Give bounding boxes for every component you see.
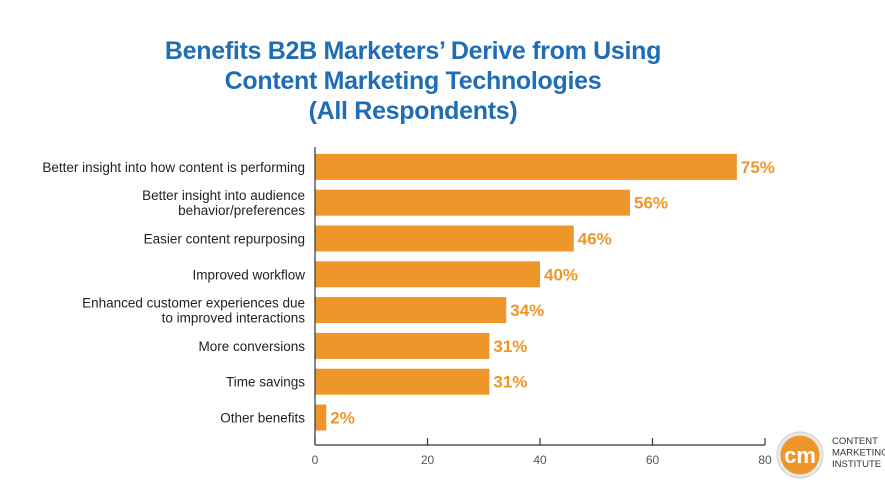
category-label: Better insight into how content is perfo… <box>42 160 305 175</box>
logo-text: CONTENT <box>832 436 878 447</box>
category-label: Better insight into audience <box>142 188 305 203</box>
category-label: Easier content repurposing <box>144 232 305 247</box>
logo-mark: cm <box>784 443 816 468</box>
x-tick-label: 80 <box>758 453 772 467</box>
title-line-2: Content Marketing Technologies <box>224 67 602 95</box>
bar <box>315 297 507 324</box>
data-label: 2% <box>330 409 355 428</box>
chart-title: Benefits B2B Marketers’ Derive from Usin… <box>0 36 826 126</box>
title-line-1: Benefits B2B Marketers’ Derive from Usin… <box>164 37 662 65</box>
category-label: Improved workflow <box>192 267 305 282</box>
bar <box>315 189 630 216</box>
x-tick-label: 60 <box>646 453 660 467</box>
data-label: 40% <box>544 265 578 284</box>
data-label: 31% <box>493 337 527 356</box>
data-label: 46% <box>578 230 612 249</box>
logo-text: MARKETING <box>832 448 885 459</box>
category-label: Time savings <box>226 375 305 390</box>
category-label: Other benefits <box>220 411 305 426</box>
bar <box>315 225 574 252</box>
data-label: 75% <box>741 158 775 177</box>
logo-circle <box>780 435 820 475</box>
data-label: 34% <box>510 301 544 320</box>
x-tick-label: 40 <box>533 453 547 467</box>
category-label: More conversions <box>198 339 305 354</box>
bar <box>315 368 490 395</box>
logo-text: INSTITUTE <box>832 459 881 470</box>
x-tick-label: 20 <box>421 453 435 467</box>
bar <box>315 404 327 431</box>
bar <box>315 261 540 288</box>
bar <box>315 153 737 180</box>
bar <box>315 332 490 359</box>
data-label: 31% <box>493 373 527 392</box>
title-line-3: (All Respondents) <box>308 97 518 125</box>
category-label: behavior/preferences <box>178 203 305 218</box>
x-tick-label: 0 <box>312 453 319 467</box>
category-label: Enhanced customer experiences due <box>82 296 305 311</box>
data-label: 56% <box>634 194 668 213</box>
category-label: to improved interactions <box>162 311 306 326</box>
